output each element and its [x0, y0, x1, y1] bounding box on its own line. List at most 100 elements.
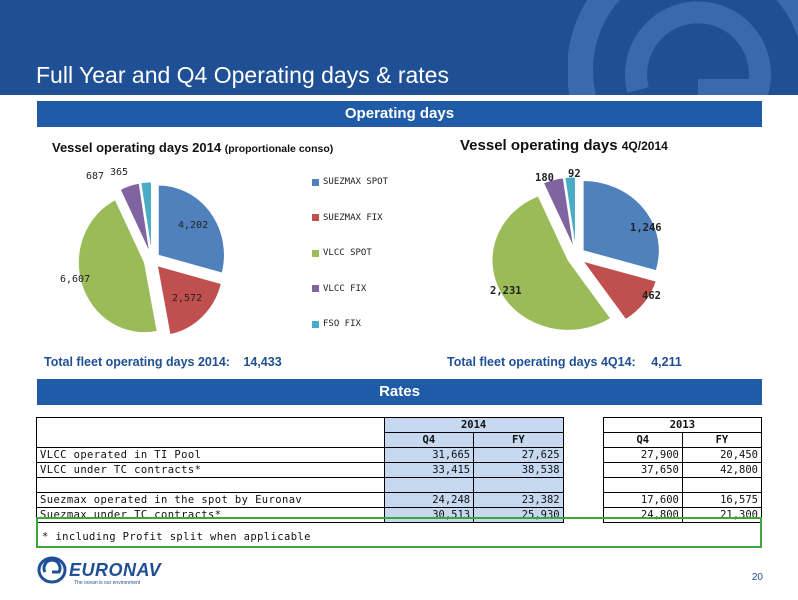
pie-value-label: 2,231	[490, 285, 522, 297]
page-title: Full Year and Q4 Operating days & rates	[36, 62, 449, 88]
table-header-row-periods: Q4 FY Q4 FY	[36, 432, 763, 448]
pie-value-label: 462	[642, 290, 661, 302]
column-header-2014: 2014	[383, 417, 564, 433]
cell-q4-2014: 33,415	[383, 462, 475, 478]
legend-item: VLCC FIX	[312, 283, 366, 295]
cell-q4-2013: 17,600	[602, 492, 683, 508]
chart-title-2014-sub: (proportionale conso)	[224, 143, 334, 155]
pie-chart-4q2014: 1,246 462 2,231 180 92	[490, 168, 662, 331]
pie-value-label: 2,572	[172, 293, 202, 304]
table-gap	[562, 417, 604, 433]
cell-fy-2013: 16,575	[681, 492, 763, 508]
cell-q4-2014: 24,248	[383, 492, 475, 508]
chart-title-2014: Vessel operating days 2014 (proportional…	[52, 140, 333, 155]
legend-item: VLCC SPOT	[312, 247, 372, 259]
column-header-q4-2013: Q4	[602, 432, 683, 448]
table-corner-cell	[36, 432, 385, 448]
table-gap	[562, 447, 604, 463]
table-gap	[562, 477, 604, 493]
pie-slice-suezmax-spot	[157, 184, 225, 274]
footnote: * including Profit split when applicable	[42, 531, 311, 543]
total-2014-value: 14,433	[243, 355, 282, 369]
slide-header: Full Year and Q4 Operating days & rates	[0, 0, 798, 95]
table-gap	[562, 492, 604, 508]
cell-empty	[681, 477, 763, 493]
footer-tagline: The ocean is our environment	[74, 580, 141, 586]
footnote-box: * including Profit split when applicable	[36, 517, 762, 548]
footer-logo: EURONAV	[37, 556, 161, 584]
pie-value-label: 365	[110, 167, 128, 178]
total-2014-label: Total fleet operating days 2014:	[44, 355, 230, 369]
euronav-watermark-icon	[568, 0, 798, 95]
total-4q14-label: Total fleet operating days 4Q14:	[447, 355, 636, 369]
pie-slice-vlcc-fix	[543, 177, 574, 248]
column-header-2013: 2013	[602, 417, 763, 433]
pie-slice-vlcc-fix	[119, 182, 150, 253]
table-row: VLCC under TC contracts* 33,415 38,538 3…	[36, 462, 763, 478]
pie-chart-2014: 4,202 2,572 6,607 687 365	[60, 167, 225, 336]
legend-swatch	[312, 178, 319, 186]
legend-label: FSO FIX	[323, 319, 361, 329]
chart-title-2014-main: Vessel operating days 2014	[52, 140, 222, 155]
legend-swatch	[312, 320, 319, 328]
chart-title-4q2014-main: Vessel operating days	[460, 137, 618, 154]
section-band-rates: Rates	[37, 379, 762, 405]
pie-value-label: 4,202	[178, 220, 208, 231]
legend-swatch	[312, 285, 319, 292]
table-row-spacer	[36, 477, 763, 493]
table-row: VLCC operated in TI Pool 31,665 27,625 2…	[36, 447, 763, 463]
chart-title-4q2014-sub: 4Q/2014	[621, 139, 668, 153]
column-header-q4-2014: Q4	[383, 432, 475, 448]
cell-fy-2013: 20,450	[681, 447, 763, 463]
legend-label: SUEZMAX SPOT	[323, 177, 389, 187]
table-gap	[562, 432, 604, 448]
legend-label: VLCC SPOT	[323, 248, 372, 258]
cell-empty	[473, 477, 564, 493]
legend-swatch	[312, 249, 319, 257]
cell-fy-2014: 23,382	[473, 492, 564, 508]
rates-table: 2014 2013 Q4 FY Q4 FY VLCC operated in T…	[36, 417, 763, 523]
total-4q14: Total fleet operating days 4Q14: 4,211	[447, 355, 682, 369]
total-2014: Total fleet operating days 2014: 14,433	[44, 355, 282, 369]
page-number: 20	[751, 572, 763, 583]
legend-label: VLCC FIX	[323, 283, 367, 294]
pie-slice-suezmax-fix	[156, 265, 222, 336]
column-header-fy-2014: FY	[473, 432, 564, 448]
legend-label: SUEZMAX FIX	[323, 212, 383, 223]
total-4q14-value: 4,211	[651, 355, 682, 369]
row-label: VLCC under TC contracts*	[36, 462, 385, 478]
pie-value-label: 180	[535, 172, 554, 184]
table-row: Suezmax operated in the spot by Euronav …	[36, 492, 763, 508]
euronav-logo-icon	[37, 556, 67, 584]
cell-fy-2014: 27,625	[473, 447, 564, 463]
legend-swatch	[312, 214, 319, 221]
pie-value-label: 1,246	[630, 222, 662, 234]
legend-item: FSO FIX	[312, 318, 361, 330]
row-label: Suezmax under TC contracts*	[36, 507, 385, 523]
cell-q4-2013: 27,900	[602, 447, 683, 463]
cell-q4-2014: 31,665	[383, 447, 475, 463]
table-corner-cell	[36, 417, 385, 433]
cell-empty	[383, 477, 475, 493]
legend-item: SUEZMAX FIX	[312, 212, 383, 224]
cell-q4-2013: 37,650	[602, 462, 683, 478]
cell-empty	[602, 477, 683, 493]
table-header-row-years: 2014 2013	[36, 417, 763, 433]
chart-title-4q2014: Vessel operating days 4Q/2014	[460, 137, 668, 154]
pie-value-label: 92	[568, 168, 581, 180]
column-header-fy-2013: FY	[681, 432, 763, 448]
cell-fy-2013: 42,800	[681, 462, 763, 478]
pie-slice-fso-fix	[564, 176, 576, 248]
pie-slice-suezmax-fix	[582, 260, 657, 320]
pie-slice-fso-fix	[140, 181, 152, 253]
pie-value-label: 687	[86, 171, 104, 182]
cell-fy-2014: 38,538	[473, 462, 564, 478]
pie-slice-vlcc-spot	[78, 199, 158, 333]
legend-item: SUEZMAX SPOT	[312, 176, 388, 188]
table-gap	[562, 462, 604, 478]
row-label: Suezmax operated in the spot by Euronav	[36, 492, 385, 508]
row-label	[36, 477, 385, 493]
pie-slice-suezmax-spot	[582, 180, 660, 272]
row-label: VLCC operated in TI Pool	[36, 447, 385, 463]
footer-brand: EURONAV	[69, 559, 162, 580]
